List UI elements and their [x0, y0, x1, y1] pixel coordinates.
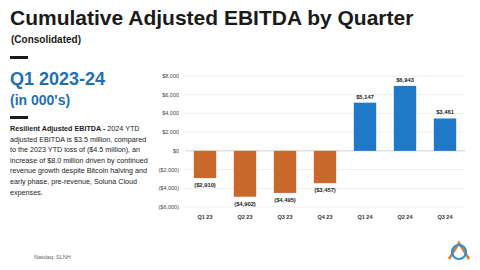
y-tick-label: ($4,000) — [159, 185, 180, 191]
y-tick-label: $6,000 — [162, 92, 179, 98]
logo-part — [452, 245, 466, 259]
body-rest: 2024 YTD adjusted EBITDA is $3.5 million… — [10, 124, 148, 197]
divider — [10, 56, 28, 59]
bar — [314, 151, 336, 183]
slide: {"chart_data": {"type": "bar", "title": … — [0, 0, 480, 270]
chart: ($6,000) ($4,000) ($2,000) $0 $2,000 $4,000 $6… — [0, 0, 480, 270]
bar — [194, 151, 216, 178]
grid-line — [185, 132, 465, 133]
y-tick-label: $2,000 — [162, 129, 179, 135]
x-tick-label: Q2 24 — [398, 214, 414, 220]
bar — [434, 118, 456, 150]
logo — [449, 243, 469, 259]
x-tick-label: Q4 23 — [318, 214, 333, 220]
logo-part — [449, 243, 469, 259]
y-tick-label: $8,000 — [162, 73, 179, 79]
bar — [354, 103, 376, 151]
footer: Nasdaq: SLNH — [34, 254, 71, 260]
grid-line — [185, 76, 465, 77]
bar — [234, 151, 256, 197]
bar — [394, 86, 416, 151]
heading-sub: (in 000's) — [10, 92, 70, 108]
x-tick-label: Q1 23 — [198, 214, 213, 220]
grid-line — [185, 207, 465, 208]
bar — [274, 151, 296, 193]
body-bold: Resilient Adjusted EBITDA - — [10, 124, 105, 133]
y-tick-label: ($2,000) — [159, 167, 180, 173]
grid-line — [185, 94, 465, 95]
title: Cumulative Adjusted EBITDA by Quarter — [10, 6, 413, 30]
body-text: Resilient Adjusted EBITDA - 2024 YTD adj… — [10, 124, 150, 198]
divider — [10, 116, 28, 119]
subtitle: (Consolidated) — [11, 34, 81, 45]
grid-line — [185, 113, 465, 114]
x-tick-label: Q1 24 — [358, 214, 374, 220]
bars — [194, 86, 456, 197]
x-tick-label: Q2 23 — [238, 214, 253, 220]
y-tick-label: ($6,000) — [159, 204, 180, 210]
data-label: $3,461 — [436, 109, 455, 115]
y-tick-label: $0 — [173, 148, 179, 154]
x-tick-label: Q3 23 — [278, 214, 293, 220]
data-label: $5,147 — [356, 94, 374, 100]
y-tick-label: $4,000 — [162, 110, 179, 116]
data-label: ($3,457) — [314, 187, 336, 193]
x-tick-label: Q3 24 — [438, 214, 454, 220]
data-label: ($4,902) — [234, 201, 256, 207]
data-label: $6,943 — [396, 77, 415, 83]
data-label: ($4,495) — [274, 197, 296, 203]
data-label: ($2,910) — [194, 182, 216, 188]
heading: Q1 2023-24 — [10, 69, 105, 90]
